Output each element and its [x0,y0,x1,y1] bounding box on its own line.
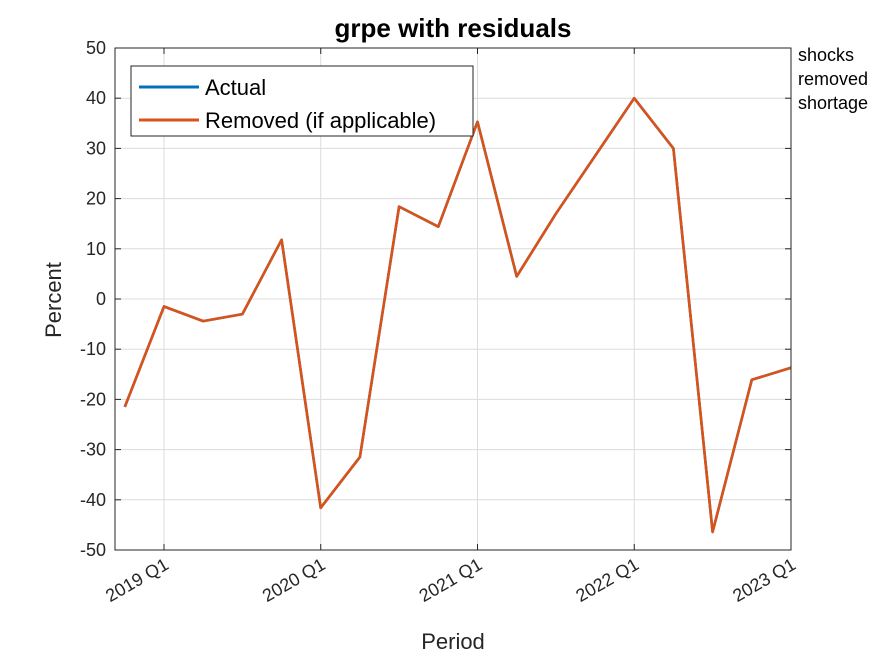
y-tick-label: 10 [86,239,106,259]
annotation-line: shocks [798,45,854,65]
y-tick-label: -40 [80,490,106,510]
y-tick-label: -50 [80,540,106,560]
y-axis-label: Percent [41,262,66,338]
x-tick-label: 2019 Q1 [102,554,172,606]
legend-label-actual: Actual [205,75,266,100]
series-line-1 [123,96,792,534]
y-tick-label: 0 [96,289,106,309]
annotation-line: shortage [798,93,868,113]
y-tick-label: 30 [86,138,106,158]
legend[interactable]: Actual Removed (if applicable) [130,65,474,137]
legend-box [130,65,474,137]
y-axis-ticks: -50 -40 -30 -20 -10 0 10 20 30 40 50 [80,38,791,560]
x-tick-label: 2023 Q1 [729,554,799,606]
y-tick-label: 50 [86,38,106,58]
y-tick-label: 40 [86,88,106,108]
plot-lines [123,96,792,534]
y-tick-label: -10 [80,339,106,359]
x-tick-label: 2021 Q1 [416,554,486,606]
y-tick-label: 20 [86,189,106,209]
annotation-line: removed [798,69,868,89]
x-tick-label: 2022 Q1 [572,554,642,606]
legend-label-removed: Removed (if applicable) [205,108,436,133]
x-tick-label: 2020 Q1 [259,554,329,606]
y-tick-label: -30 [80,440,106,460]
chart-title: grpe with residuals [335,13,572,43]
y-tick-label: -20 [80,389,106,409]
side-annotation: shocks removed shortage [798,45,868,113]
x-axis-label: Period [421,629,485,654]
